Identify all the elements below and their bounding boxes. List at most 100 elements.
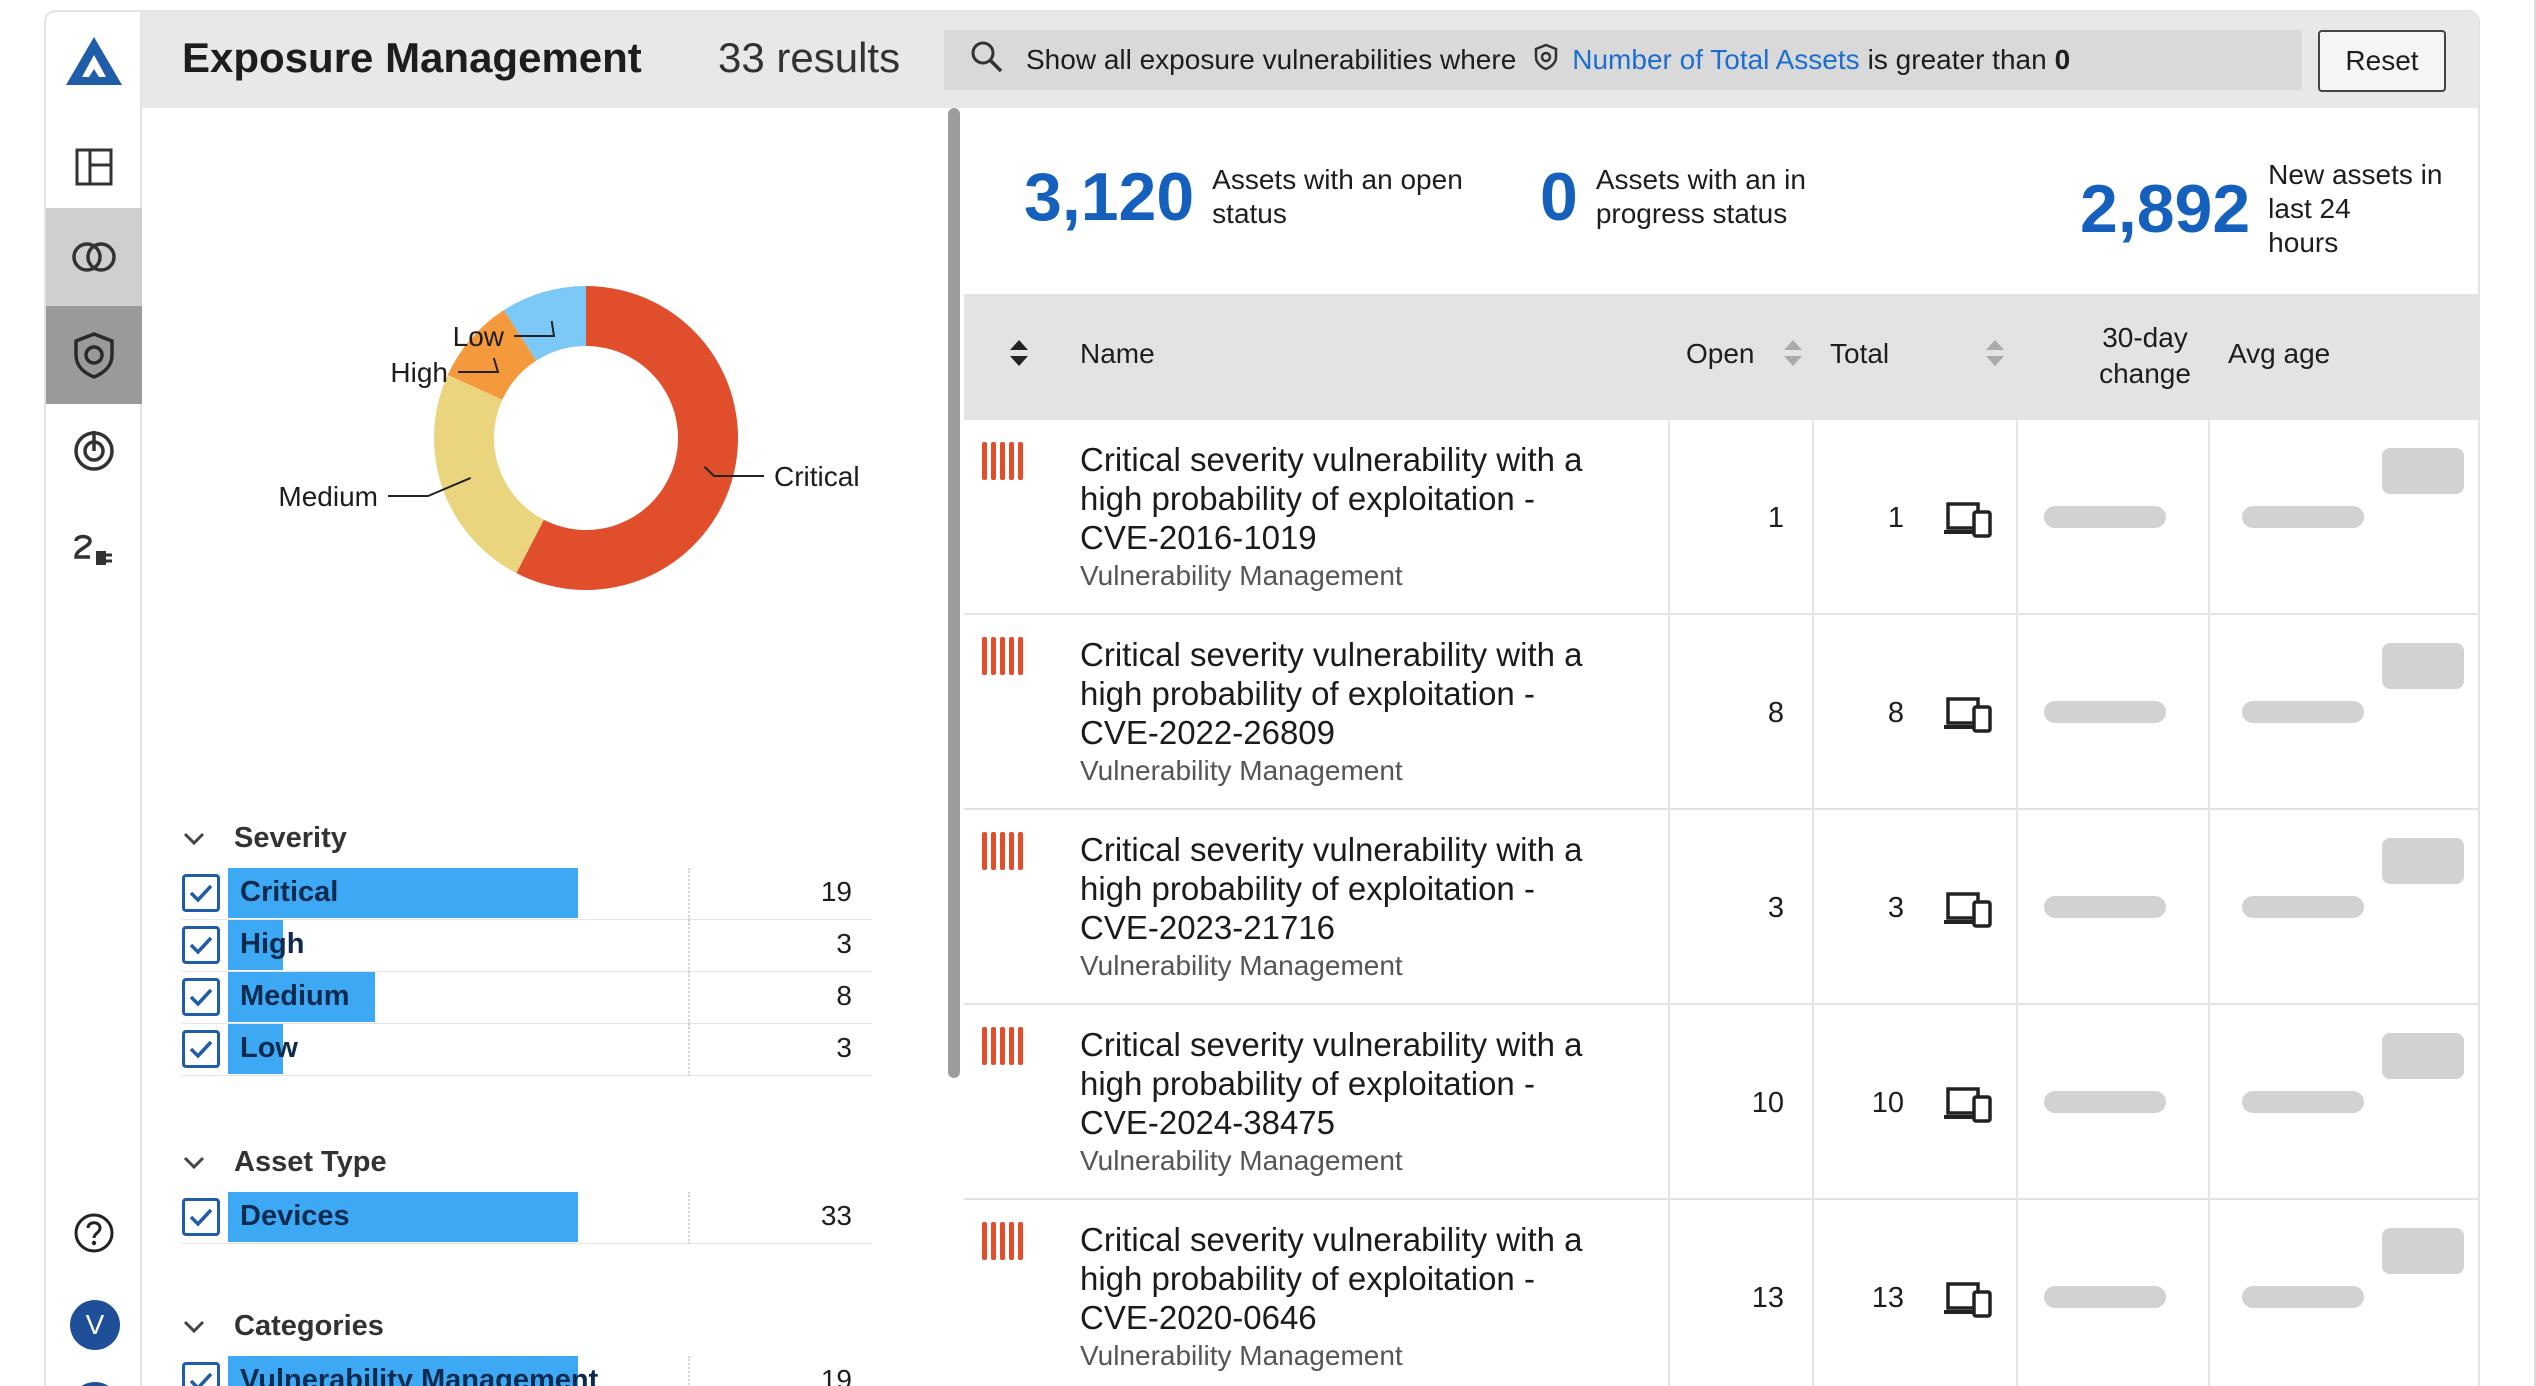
vulnerability-name[interactable]: Critical severity vulnerability with a hi… xyxy=(1080,636,1583,751)
table-row[interactable]: Critical severity vulnerability with a hi… xyxy=(964,1005,2478,1200)
column-divider xyxy=(1668,1005,1670,1200)
leader-line-high xyxy=(458,357,500,373)
filter-row-vulnerability-management[interactable]: Vulnerability Management 19 xyxy=(182,1356,872,1386)
donut-slice-low[interactable] xyxy=(503,286,586,361)
avatar-secondary[interactable] xyxy=(70,1382,120,1386)
stat-new-assets: 2,892 New assets in last 24 hours xyxy=(2080,158,2478,260)
loading-placeholder xyxy=(2044,1091,2166,1113)
critical-severity-icon xyxy=(980,830,1030,879)
stat-label: Assets with an open xyxy=(1212,164,1463,195)
filter-bar xyxy=(228,1192,578,1242)
app-logo-icon[interactable] xyxy=(46,12,142,110)
categories-section-header[interactable]: Categories xyxy=(182,1306,384,1346)
sort-icon[interactable] xyxy=(1782,338,1804,373)
total-count: 3 xyxy=(1887,892,1904,924)
results-panel: 3,120 Assets with an open status 0 Assets… xyxy=(962,108,2478,1386)
query-field-link[interactable]: Number of Total Assets xyxy=(1572,44,1860,75)
loading-placeholder xyxy=(2044,1286,2166,1308)
devices-icon xyxy=(1942,890,1994,935)
results-count: 33 results xyxy=(718,34,901,81)
critical-severity-icon xyxy=(980,440,1030,489)
column-divider xyxy=(1668,1200,1670,1386)
open-count: 10 xyxy=(1751,1087,1784,1119)
filter-row-medium[interactable]: Medium 8 xyxy=(182,972,872,1024)
filter-checkbox[interactable] xyxy=(182,1198,220,1236)
open-count: 8 xyxy=(1767,697,1784,729)
integrations-icon[interactable] xyxy=(46,502,142,600)
loading-placeholder xyxy=(2242,506,2364,528)
loading-placeholder xyxy=(2382,448,2464,494)
filter-checkbox[interactable] xyxy=(182,1362,220,1386)
filter-checkbox[interactable] xyxy=(182,978,220,1016)
vulnerability-name[interactable]: Critical severity vulnerability with a hi… xyxy=(1080,1221,1583,1336)
query-bar[interactable]: Show all exposure vulnerabilities where … xyxy=(944,30,2302,90)
checkmark-icon xyxy=(189,936,213,955)
filter-label: High xyxy=(240,928,305,960)
filter-bar xyxy=(228,868,578,918)
avatar[interactable]: V xyxy=(70,1300,120,1350)
leader-line-low xyxy=(514,320,556,337)
column-divider xyxy=(1668,615,1670,810)
column-divider xyxy=(2016,420,2018,615)
radar-icon[interactable] xyxy=(46,402,142,500)
total-count: 1 xyxy=(1887,502,1904,534)
table-header: Name Open Total 30-day change Avg age xyxy=(964,294,2478,420)
column-header-total[interactable]: Total xyxy=(1830,338,1890,369)
filter-row-high[interactable]: High 3 xyxy=(182,920,872,972)
donut-slice-critical[interactable] xyxy=(516,286,738,590)
donut-slice-medium[interactable] xyxy=(434,374,544,574)
filter-bar xyxy=(228,1024,283,1074)
sort-icon[interactable] xyxy=(1984,338,2006,373)
column-header-30-day-change[interactable]: 30-day change xyxy=(2099,322,2191,389)
donut-label-medium: Medium xyxy=(278,481,378,512)
overlap-icon[interactable] xyxy=(46,208,142,306)
open-count: 13 xyxy=(1751,1282,1784,1314)
table-row[interactable]: Critical severity vulnerability with a hi… xyxy=(964,1200,2478,1386)
loading-placeholder xyxy=(2382,643,2464,689)
categories-section-title: Categories xyxy=(234,1309,384,1342)
filter-row-critical[interactable]: Critical 19 xyxy=(182,868,872,920)
donut-slice-high[interactable] xyxy=(447,310,537,400)
help-icon[interactable] xyxy=(46,1184,142,1282)
column-divider xyxy=(2208,420,2210,615)
column-divider xyxy=(2208,615,2210,810)
filter-checkbox[interactable] xyxy=(182,1030,220,1068)
sort-icon[interactable] xyxy=(1008,338,1030,373)
vulnerability-name[interactable]: Critical severity vulnerability with a hi… xyxy=(1080,1026,1583,1141)
filter-checkbox[interactable] xyxy=(182,874,220,912)
donut-label-low: Low xyxy=(453,321,505,352)
severity-section-header[interactable]: Severity xyxy=(182,818,347,858)
devices-icon xyxy=(1942,1085,1994,1130)
vulnerability-name[interactable]: Critical severity vulnerability with a hi… xyxy=(1080,831,1583,946)
table-row[interactable]: Critical severity vulnerability with a hi… xyxy=(964,810,2478,1005)
search-icon xyxy=(970,40,1004,81)
loading-placeholder xyxy=(2382,838,2464,884)
column-divider xyxy=(2208,1200,2210,1386)
asset-type-section-header[interactable]: Asset Type xyxy=(182,1142,387,1182)
dashboard-icon[interactable] xyxy=(46,118,142,216)
column-header-name[interactable]: Name xyxy=(1080,338,1155,369)
column-divider xyxy=(2208,810,2210,1005)
critical-severity-icon xyxy=(980,1220,1030,1269)
column-header-open[interactable]: Open xyxy=(1686,338,1755,369)
vulnerability-category: Vulnerability Management xyxy=(1080,755,1403,786)
filter-checkbox[interactable] xyxy=(182,926,220,964)
reset-button[interactable]: Reset xyxy=(2318,30,2446,92)
vulnerability-table: Critical severity vulnerability with a hi… xyxy=(964,420,2478,1386)
column-header-avg-age[interactable]: Avg age xyxy=(2228,338,2331,369)
stat-open-assets: 3,120 Assets with an open status xyxy=(1024,158,1463,236)
loading-placeholder xyxy=(2382,1033,2464,1079)
table-row[interactable]: Critical severity vulnerability with a hi… xyxy=(964,420,2478,615)
filter-count: 3 xyxy=(836,1032,852,1063)
column-divider xyxy=(1812,1005,1814,1200)
table-row[interactable]: Critical severity vulnerability with a hi… xyxy=(964,615,2478,810)
shield-icon[interactable] xyxy=(46,306,142,404)
filter-row-devices[interactable]: Devices 33 xyxy=(182,1192,872,1244)
filter-row-low[interactable]: Low 3 xyxy=(182,1024,872,1076)
query-operator: is greater than xyxy=(1867,44,2047,75)
filter-label: Low xyxy=(240,1032,298,1064)
column-divider xyxy=(1812,615,1814,810)
panel-scrollbar[interactable] xyxy=(948,108,960,1078)
vulnerability-name[interactable]: Critical severity vulnerability with a hi… xyxy=(1080,441,1583,556)
